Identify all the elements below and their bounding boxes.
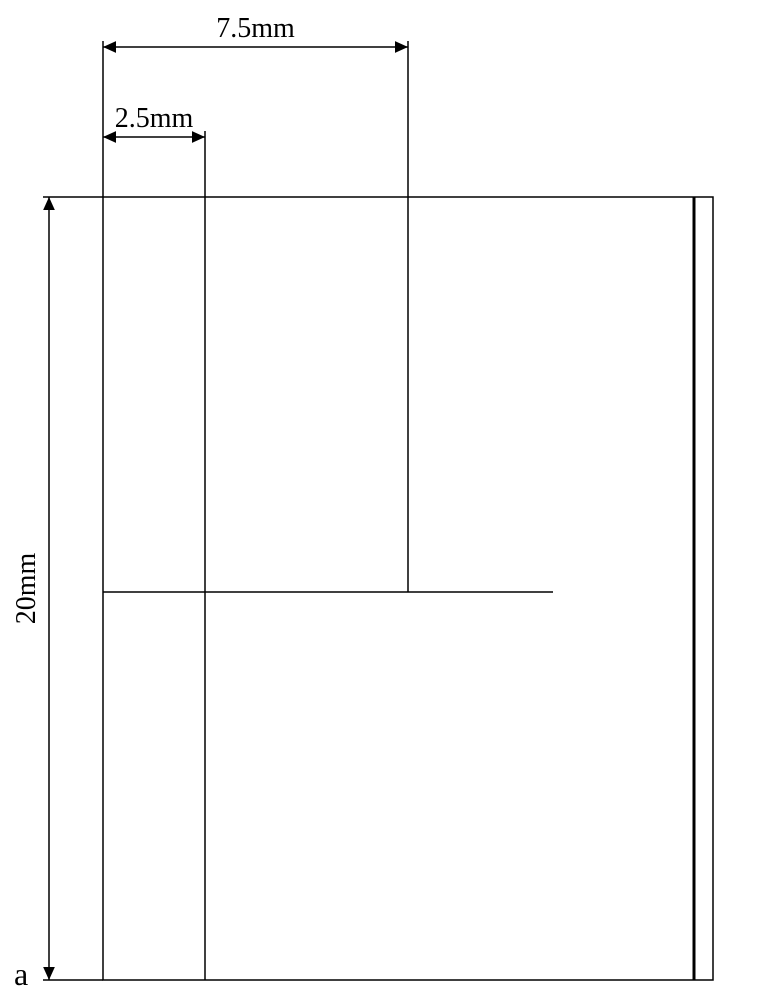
dimension-label-left: 20mm <box>11 553 42 625</box>
dimension-label-top-narrow: 2.5mm <box>115 103 194 134</box>
dimension-label-top-wide: 7.5mm <box>216 13 295 44</box>
figure-label: a <box>14 956 28 992</box>
